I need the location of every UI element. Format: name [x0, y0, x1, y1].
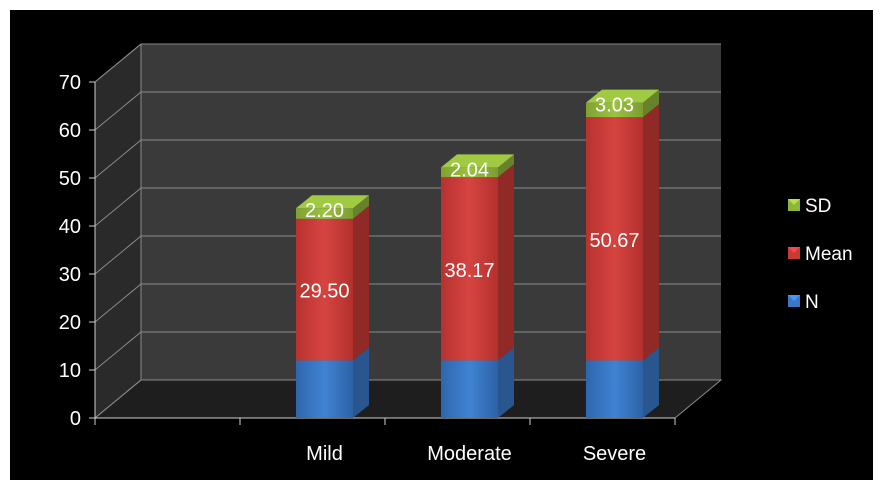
legend-swatch-highlight [788, 247, 800, 253]
data-label-mean: 29.50 [299, 281, 349, 303]
y-tick-label: 30 [59, 264, 81, 286]
bar-front [296, 208, 353, 219]
x-tick-label: Moderate [427, 443, 512, 465]
gridline-side [94, 91, 142, 131]
gridline-side [94, 187, 142, 227]
y-tick-label: 0 [70, 408, 81, 430]
bar-front [296, 360, 353, 418]
bar-sd-moderate [441, 154, 514, 178]
chart-frame: 0 10 20 30 40 50 60 70 Mild Moderate Severe 29.50 2… [10, 10, 873, 480]
bar-side [498, 164, 514, 361]
side-wall [95, 44, 141, 418]
gridline-side [94, 331, 142, 371]
x-tick-label: Severe [583, 443, 646, 465]
bar-mean-severe [586, 104, 659, 361]
y-tick-label: 40 [59, 216, 81, 238]
bar-n-moderate [441, 347, 514, 418]
data-label-mean: 38.17 [444, 260, 494, 282]
data-label-sd: 2.04 [450, 159, 489, 181]
gridline-side [94, 139, 142, 179]
bar-side [643, 347, 659, 418]
back-wall [141, 44, 721, 380]
gridline-side [94, 379, 142, 419]
y-tick-label: 50 [59, 168, 81, 190]
y-tick-label: 20 [59, 312, 81, 334]
y-tick-label: 70 [59, 72, 81, 94]
bar-front [586, 360, 643, 418]
bar-side [353, 205, 369, 361]
bar-mean-moderate [441, 164, 514, 361]
y-tick-label: 60 [59, 120, 81, 142]
legend-label: Mean [805, 244, 853, 265]
legend-item-mean: Mean [788, 244, 853, 265]
bar-side [498, 347, 514, 418]
bar-front [296, 218, 353, 361]
bar-front [586, 102, 643, 118]
legend-swatch-highlight [788, 295, 800, 301]
bar-n-severe [586, 347, 659, 418]
chart-svg: 0 10 20 30 40 50 60 70 Mild Moderate Severe 29.50 2… [59, 43, 853, 465]
bar-side [643, 104, 659, 361]
legend-item-sd: SD [788, 196, 831, 217]
data-label-mean: 50.67 [589, 230, 639, 252]
x-tick-label: Mild [306, 443, 343, 465]
bar-side [353, 195, 369, 219]
y-tick-label: 10 [59, 360, 81, 382]
bar-top [296, 195, 369, 209]
legend-item-n: N [788, 292, 819, 313]
bar-n-mild [296, 347, 369, 418]
bar-front [441, 167, 498, 178]
top-side-edge [94, 43, 142, 83]
gridline-side [94, 235, 142, 275]
bar-sd-severe [586, 89, 659, 118]
data-label-sd: 2.20 [305, 200, 344, 222]
bar-side [353, 347, 369, 418]
bar-front [441, 177, 498, 361]
bar-top [441, 154, 514, 168]
bar-sd-mild [296, 195, 369, 219]
bar-front [441, 360, 498, 418]
legend-label: N [805, 292, 819, 313]
bar-front [586, 117, 643, 361]
bar-mean-mild [296, 205, 369, 361]
bar-top [586, 89, 659, 103]
legend-label: SD [805, 196, 831, 217]
gridline-side [94, 283, 142, 323]
bar-side [643, 89, 659, 118]
bar-side [498, 154, 514, 178]
data-label-sd: 3.03 [595, 95, 634, 117]
legend-swatch-highlight [788, 199, 800, 205]
